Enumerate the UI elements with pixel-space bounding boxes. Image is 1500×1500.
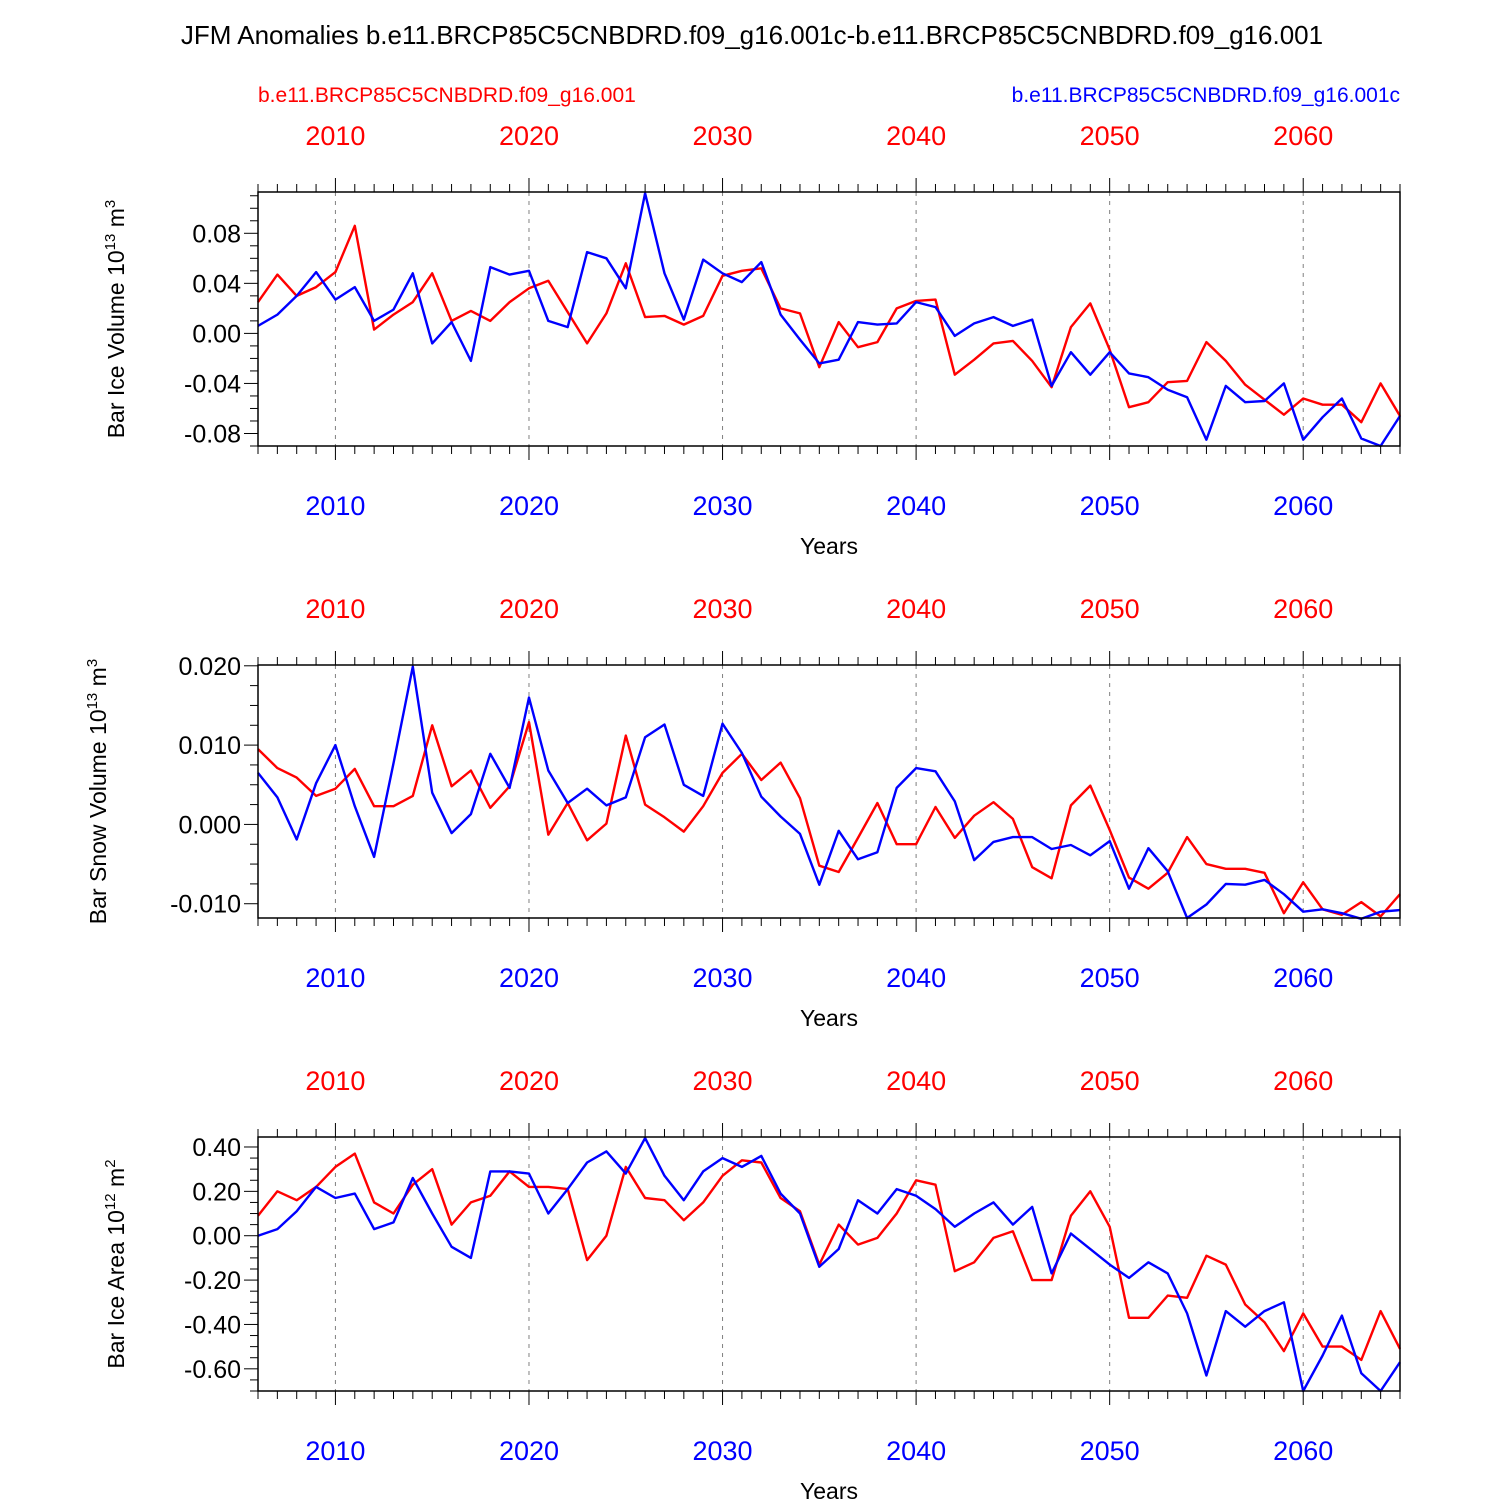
x-tick-label-top: 2040 xyxy=(886,1066,946,1096)
y-axis-label: Bar Ice Area 1012 m2 xyxy=(102,1159,129,1368)
plot-frame xyxy=(257,191,1401,447)
y-tick-label: 0.08 xyxy=(192,220,241,248)
x-axis-label: Years xyxy=(800,1005,858,1031)
y-tick-label: -0.04 xyxy=(184,370,241,398)
y-tick-label: -0.20 xyxy=(184,1267,241,1295)
x-tick-label-top: 2040 xyxy=(886,121,946,151)
y-tick-label: 0.000 xyxy=(178,811,241,839)
x-tick-label-bottom: 2060 xyxy=(1273,963,1333,993)
series-line-blue xyxy=(257,192,1402,448)
x-tick-label-top: 2010 xyxy=(305,594,365,624)
x-tick-label-bottom: 2040 xyxy=(886,963,946,993)
y-tick-label: 0.04 xyxy=(192,270,241,298)
x-tick-label-top: 2030 xyxy=(693,121,753,151)
y-tick-label: 0.010 xyxy=(178,732,241,760)
series-line-red xyxy=(257,720,1401,918)
x-tick-label-top: 2020 xyxy=(499,594,559,624)
series-line-red xyxy=(257,1152,1402,1362)
x-tick-label-top: 2060 xyxy=(1273,121,1333,151)
y-tick-label: 0.00 xyxy=(192,1223,241,1251)
figure-title: JFM Anomalies b.e11.BRCP85C5CNBDRD.f09_g… xyxy=(181,20,1323,50)
x-tick-label-top: 2050 xyxy=(1080,1066,1140,1096)
panel-1: -0.08 -0.04 0.00 0.04 0.08 2010 2010 2020 2020 20… xyxy=(102,121,1402,559)
panel-2: -0.010 0.000 0.010 0.020 2010 2010 2020 2020 203… xyxy=(84,594,1401,1031)
x-tick-label-top: 2010 xyxy=(305,121,365,151)
legend-blue-label: b.e11.BRCP85C5CNBDRD.f09_g16.001c xyxy=(1012,84,1400,107)
x-tick-label-top: 2050 xyxy=(1080,121,1140,151)
y-tick-label: -0.010 xyxy=(170,891,241,919)
x-tick-label-top: 2030 xyxy=(693,594,753,624)
x-tick-label-top: 2020 xyxy=(499,121,559,151)
x-tick-label-bottom: 2060 xyxy=(1273,491,1333,521)
x-tick-label-top: 2060 xyxy=(1273,594,1333,624)
x-tick-label-top: 2030 xyxy=(693,1066,753,1096)
x-tick-label-bottom: 2050 xyxy=(1080,1436,1140,1466)
y-tick-label: 0.20 xyxy=(192,1178,241,1206)
x-tick-label-bottom: 2010 xyxy=(305,1436,365,1466)
x-tick-label-bottom: 2050 xyxy=(1080,963,1140,993)
x-tick-label-bottom: 2040 xyxy=(886,1436,946,1466)
x-tick-label-top: 2040 xyxy=(886,594,946,624)
y-tick-label: 0.00 xyxy=(192,320,241,348)
panels: -0.08 -0.04 0.00 0.04 0.08 2010 2010 2020 2020 20… xyxy=(84,121,1402,1500)
x-tick-label-bottom: 2010 xyxy=(305,963,365,993)
y-tick-label: -0.40 xyxy=(184,1311,241,1339)
x-tick-label-bottom: 2030 xyxy=(693,963,753,993)
y-axis-label: Bar Ice Volume 1013 m3 xyxy=(102,200,129,439)
x-tick-label-bottom: 2030 xyxy=(693,491,753,521)
series-line-blue xyxy=(257,665,1401,920)
x-tick-label-bottom: 2020 xyxy=(499,963,559,993)
x-tick-label-bottom: 2020 xyxy=(499,491,559,521)
panel-3: -0.60 -0.40 -0.20 0.00 0.20 0.40 2010 2010 2020 2… xyxy=(102,1066,1402,1500)
x-tick-label-bottom: 2040 xyxy=(886,491,946,521)
y-axis-label: Bar Snow Volume 1013 m3 xyxy=(84,659,111,924)
x-tick-label-bottom: 2060 xyxy=(1273,1436,1333,1466)
y-tick-label: 0.40 xyxy=(192,1134,241,1162)
x-tick-label-bottom: 2030 xyxy=(693,1436,753,1466)
x-tick-label-top: 2020 xyxy=(499,1066,559,1096)
plot-frame xyxy=(257,1136,1401,1392)
series-line-red xyxy=(257,224,1402,424)
legend-red-label: b.e11.BRCP85C5CNBDRD.f09_g16.001 xyxy=(258,84,636,107)
x-tick-label-bottom: 2020 xyxy=(499,1436,559,1466)
x-tick-label-top: 2050 xyxy=(1080,594,1140,624)
x-tick-label-top: 2010 xyxy=(305,1066,365,1096)
y-tick-label: -0.60 xyxy=(184,1356,241,1384)
y-tick-label: -0.08 xyxy=(184,420,241,448)
x-axis-label: Years xyxy=(800,1478,858,1500)
x-tick-label-top: 2060 xyxy=(1273,1066,1333,1096)
x-axis-label: Years xyxy=(800,533,858,559)
plot-frame xyxy=(257,664,1401,919)
y-tick-label: 0.020 xyxy=(178,653,241,681)
x-tick-label-bottom: 2010 xyxy=(305,491,365,521)
x-tick-label-bottom: 2050 xyxy=(1080,491,1140,521)
series-line-blue xyxy=(257,1136,1401,1393)
